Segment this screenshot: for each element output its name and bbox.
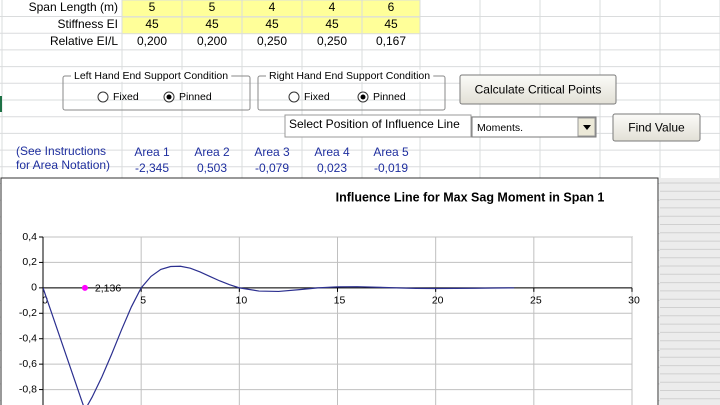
controls: Span Length (m) 5 5 4 4 6 Stiffness EI 45 45 45 45… — [16, 0, 701, 175]
cell-value[interactable]: 45 — [265, 17, 279, 31]
cell-value: 0,200 — [197, 34, 227, 48]
radio-dot — [166, 94, 172, 100]
cell-value[interactable]: 5 — [149, 0, 156, 14]
cell-value[interactable]: 45 — [205, 17, 219, 31]
group-title: Right Hand End Support Condition — [269, 70, 430, 82]
area-note: for Area Notation) — [16, 158, 110, 172]
dropdown[interactable] — [471, 116, 597, 138]
button[interactable] — [612, 113, 701, 142]
radio-label[interactable]: Fixed — [304, 91, 330, 103]
cell-value[interactable]: 45 — [325, 17, 339, 31]
area-label: Area 5 — [373, 145, 409, 159]
area-value: -2,345 — [135, 161, 169, 175]
button-label[interactable]: Calculate Critical Points — [475, 83, 602, 97]
area-value: -0,019 — [374, 161, 408, 175]
critical-point-label: 2,136 — [95, 283, 121, 295]
row-label: Relative EI/L — [50, 34, 118, 48]
radio-label[interactable]: Fixed — [113, 91, 139, 103]
area-label: Area 4 — [314, 145, 350, 159]
gray-cells — [660, 178, 720, 405]
chart: Influence Line for Max Sag Moment in Spa… — [0, 177, 659, 405]
y-tick-label: -0,2 — [19, 307, 37, 319]
radio-button[interactable] — [288, 91, 300, 103]
x-tick-label: 5 — [140, 295, 146, 307]
button[interactable] — [459, 74, 617, 105]
x-tick-label: 25 — [530, 295, 542, 307]
y-tick-label: 0,2 — [22, 256, 37, 268]
cell-value: 0,250 — [257, 34, 287, 48]
area-value: -0,079 — [255, 161, 289, 175]
input-cell — [361, 16, 421, 35]
group-title-bg — [71, 69, 232, 82]
select-label-box — [284, 114, 472, 138]
x-tick-label: 30 — [628, 295, 640, 307]
cell-value: 0,250 — [317, 34, 347, 48]
cell-value[interactable]: 5 — [209, 0, 216, 14]
select-label: Select Position of Influence Line — [289, 117, 460, 131]
y-tick-label: 0,4 — [22, 231, 37, 243]
chart-title: Influence Line for Max Sag Moment in Spa… — [336, 190, 605, 204]
area-value: 0,503 — [197, 161, 227, 175]
x-tick-label: 15 — [334, 295, 346, 307]
button-label[interactable]: Find Value — [628, 121, 685, 135]
row-label: Stiffness EI — [58, 17, 118, 31]
row-label: Span Length (m) — [29, 0, 118, 14]
cell-value[interactable]: 4 — [329, 0, 336, 14]
group-title: Left Hand End Support Condition — [74, 70, 228, 82]
critical-point — [81, 284, 88, 291]
radio-label[interactable]: Pinned — [179, 91, 212, 103]
area-note: (See Instructions — [16, 144, 106, 158]
cell-value: 0,167 — [376, 34, 406, 48]
group-title-bg — [266, 69, 434, 82]
radio-label[interactable]: Pinned — [373, 91, 406, 103]
x-tick-label: 20 — [432, 295, 444, 307]
dropdown-arrow — [583, 125, 591, 130]
cell-value[interactable]: 45 — [384, 17, 398, 31]
y-tick-label: -0,8 — [19, 383, 37, 395]
radio-button[interactable] — [97, 91, 109, 103]
x-tick-label: 10 — [235, 295, 247, 307]
area-label: Area 2 — [194, 145, 230, 159]
area-value: 0,023 — [317, 161, 347, 175]
cell-value[interactable]: 6 — [388, 0, 395, 14]
y-tick-label: 0 — [31, 282, 37, 294]
y-tick-label: -0,6 — [19, 358, 37, 370]
area-label: Area 3 — [254, 145, 290, 159]
x-tick-label: 0 — [42, 295, 48, 307]
area-label: Area 1 — [134, 145, 170, 159]
dropdown-value[interactable]: Moments. — [477, 122, 523, 134]
cell-value[interactable]: 4 — [269, 0, 276, 14]
cell-value[interactable]: 45 — [145, 17, 159, 31]
influence-line — [43, 265, 515, 405]
y-tick-label: -0,4 — [19, 332, 37, 344]
radio-dot — [360, 94, 366, 100]
active-cell-indicator — [0, 96, 2, 112]
cell-value: 0,200 — [137, 34, 167, 48]
